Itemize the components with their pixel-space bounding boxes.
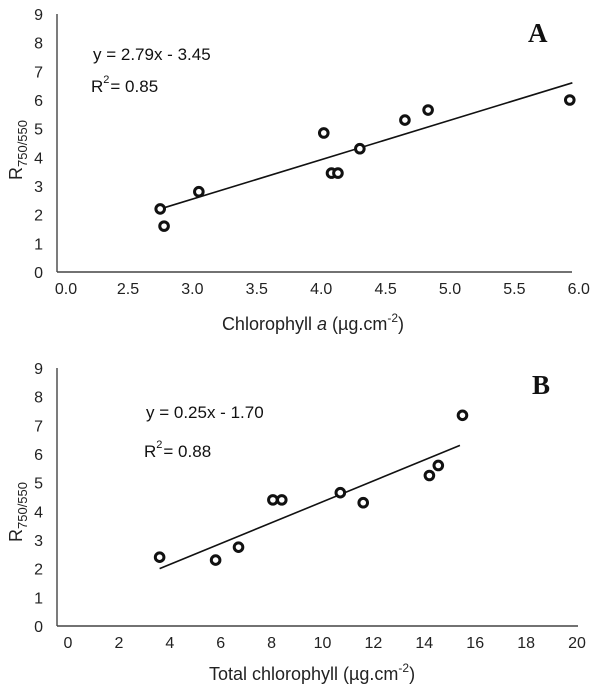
chart-a-x-tick-label: 5.0 xyxy=(439,281,461,298)
chart-b-point xyxy=(456,409,469,422)
chart-b-y-label: R750/550 xyxy=(6,482,30,542)
chart-b-trendline xyxy=(159,444,461,570)
chart-a-y-tick-label: 1 xyxy=(34,236,43,253)
chart-a-point xyxy=(158,220,170,232)
chart-a-point xyxy=(354,142,366,155)
chart-b-point xyxy=(432,459,445,472)
chart-b-r-squared: R2= 0.88 xyxy=(144,439,211,461)
chart-a-x-tick-label: 6.0 xyxy=(568,281,590,298)
chart-b-x-tick-label: 2 xyxy=(114,635,123,652)
chart-b-x-tick-label: 14 xyxy=(415,635,433,652)
chart-b-y-tick-label: 1 xyxy=(34,590,43,607)
chart-b-equation: y = 0.25x - 1.70 xyxy=(146,403,264,422)
chart-b-x-tick-label: 18 xyxy=(517,635,535,652)
chart-a-point xyxy=(422,104,434,116)
chart-a-y-tick-label: 6 xyxy=(34,93,43,110)
chart-a-y-tick-label: 8 xyxy=(34,36,43,53)
chart-b-x-tick-label: 16 xyxy=(466,635,484,652)
chart-b-point xyxy=(423,469,436,482)
chart-a-x-tick-label: 4.5 xyxy=(374,281,396,298)
chart-a-trendline xyxy=(159,82,573,210)
chart-a-points xyxy=(154,94,576,232)
chart-a-x-tick-label: 2.5 xyxy=(117,281,139,298)
chart-b-y-tick-label: 4 xyxy=(34,504,43,521)
chart-a-point xyxy=(332,167,344,179)
chart-b-point xyxy=(275,494,288,506)
chart-b-y-tick-label: 2 xyxy=(34,562,43,579)
chart-b-x-label: Total chlorophyll (µg.cm-2) xyxy=(209,661,415,684)
chart-b-y-ticks: 0 1 2 3 4 5 6 7 8 9 xyxy=(34,361,43,636)
chart-b-x-tick-label: 6 xyxy=(216,635,225,652)
chart-a-y-ticks: 0 1 2 3 4 5 6 7 8 9 xyxy=(34,7,43,282)
chart-b-y-tick-label: 5 xyxy=(34,476,43,493)
chart-b-point xyxy=(267,494,279,506)
chart-b-x-tick-label: 0 xyxy=(64,635,73,652)
chart-a-y-label: R750/550 xyxy=(6,120,30,180)
chart-b-x-tick-label: 20 xyxy=(568,635,586,652)
chart-b-x-ticks: 0 2 4 6 8 10 12 14 16 18 20 xyxy=(64,635,586,652)
chart-a-point xyxy=(563,94,576,106)
chart-a-y-tick-label: 5 xyxy=(34,122,43,139)
chart-a-x-tick-label: 5.5 xyxy=(503,281,525,298)
chart-a-r-squared: R2= 0.85 xyxy=(91,74,158,96)
chart-b-point xyxy=(153,551,166,564)
chart-b-x-tick-label: 8 xyxy=(267,635,276,652)
chart-b-y-tick-label: 8 xyxy=(34,390,43,407)
chart-a-equation: y = 2.79x - 3.45 xyxy=(93,45,211,64)
chart-b-point xyxy=(232,541,245,553)
chart-b-point xyxy=(209,554,222,566)
chart-a-x-tick-label: 4.0 xyxy=(310,281,332,298)
chart-a-point xyxy=(154,203,166,215)
chart-a-point xyxy=(317,127,330,139)
chart-b-y-tick-label: 3 xyxy=(34,533,43,550)
chart-a-point xyxy=(193,185,205,198)
chart-a-y-tick-label: 0 xyxy=(34,265,43,282)
chart-a-x-tick-label: 3.5 xyxy=(246,281,268,298)
chart-b-point xyxy=(334,486,347,499)
chart-a-x-tick-label: 3.0 xyxy=(181,281,203,298)
chart-a-y-tick-label: 2 xyxy=(34,208,43,225)
chart-b-x-tick-label: 4 xyxy=(165,635,174,652)
chart-b-y-tick-label: 6 xyxy=(34,447,43,464)
chart-a-y-tick-label: 7 xyxy=(34,64,43,81)
chart-b-x-tick-label: 10 xyxy=(314,635,332,652)
chart-a-x-ticks: 0.02.53.03.54.04.55.05.56.06.57.0 xyxy=(55,281,590,298)
chart-a-y-tick-label: 4 xyxy=(34,150,43,167)
chart-a-panel-label: A xyxy=(528,18,548,48)
chart-b-point xyxy=(357,496,370,509)
chart-b-x-tick-label: 12 xyxy=(365,635,383,652)
chart-a-point xyxy=(399,114,411,126)
chart-b-y-tick-label: 7 xyxy=(34,418,43,435)
chart-b-y-tick-label: 9 xyxy=(34,361,43,378)
chart-a-y-tick-label: 3 xyxy=(34,179,43,196)
chart-a-x-tick-label: 0.0 xyxy=(55,281,77,298)
chart-a-y-tick-label: 9 xyxy=(34,7,43,24)
chart-a-x-label: Chlorophyll a (µg.cm-2) xyxy=(222,311,404,334)
chart-b-y-tick-label: 0 xyxy=(34,619,43,636)
chart-b-points xyxy=(153,409,469,566)
chart-b-panel-label: B xyxy=(532,370,550,400)
